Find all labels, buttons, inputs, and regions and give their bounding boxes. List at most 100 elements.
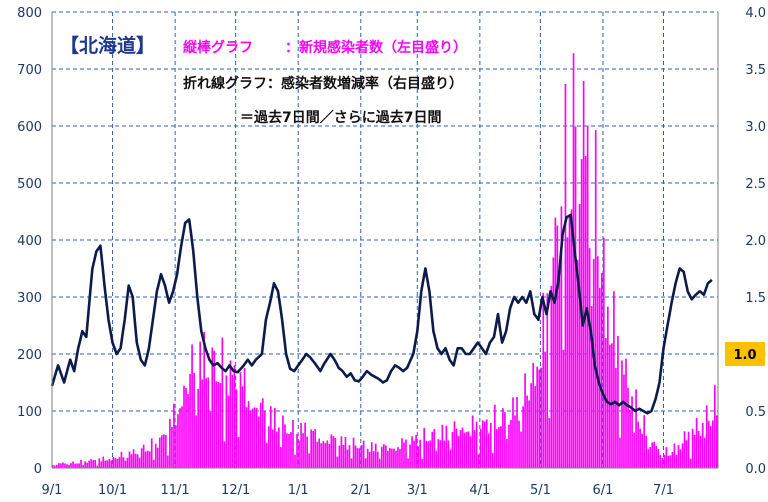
bar-day xyxy=(199,341,201,468)
bar-day xyxy=(90,459,93,468)
bar-day xyxy=(633,432,635,468)
bar-day xyxy=(72,461,74,468)
bar-day xyxy=(516,396,518,468)
bar-day xyxy=(655,445,658,468)
bar-day xyxy=(52,464,54,468)
bar-day xyxy=(604,338,607,468)
bar-day xyxy=(572,53,575,469)
bar-day xyxy=(251,408,254,468)
bar-day xyxy=(306,436,308,468)
bar-day xyxy=(304,422,306,468)
bar-day xyxy=(364,458,367,468)
bar-day xyxy=(294,454,296,468)
reference-badge-label: 1.0 xyxy=(733,348,756,363)
bar-day xyxy=(231,374,234,468)
bar-day xyxy=(207,377,210,468)
bar-day xyxy=(104,460,107,468)
left-axis-tick-label: 400 xyxy=(17,234,42,249)
bar-day xyxy=(203,331,206,468)
right-axis-tick-label: 3.0 xyxy=(745,120,766,135)
left-axis-tick-label: 0 xyxy=(34,462,42,477)
bar-day xyxy=(506,438,508,468)
bar-day xyxy=(211,347,214,468)
bar-day xyxy=(621,360,623,468)
bar-day xyxy=(538,369,541,468)
bar-day xyxy=(80,459,82,468)
bar-day xyxy=(487,433,490,468)
bar-day xyxy=(582,81,585,468)
bar-day xyxy=(473,430,476,468)
bar-day xyxy=(536,366,539,468)
bar-day xyxy=(100,461,103,468)
bar-day xyxy=(269,406,272,468)
bar-day xyxy=(171,426,173,468)
bar-day xyxy=(175,425,177,468)
bar-day xyxy=(183,385,185,468)
bar-day xyxy=(695,418,698,468)
x-axis-tick-label: 11/1 xyxy=(161,483,190,498)
bar-day xyxy=(385,445,387,468)
bar-day xyxy=(512,397,514,468)
bar-day xyxy=(368,451,371,468)
bar-day xyxy=(324,442,327,468)
bar-day xyxy=(271,429,274,468)
bar-day xyxy=(659,455,662,468)
right-axis-tick-label: 1.5 xyxy=(745,291,766,306)
bar-day xyxy=(697,430,700,468)
bar-day xyxy=(197,388,199,468)
x-axis-tick-label: 7/1 xyxy=(653,483,674,498)
bar-day xyxy=(528,400,530,468)
bar-day xyxy=(677,445,680,468)
bar-day xyxy=(263,411,266,468)
bar-day xyxy=(88,460,90,468)
bar-day xyxy=(356,448,359,468)
bar-day xyxy=(617,335,619,468)
bar-day xyxy=(667,455,670,468)
bar-day xyxy=(284,424,286,468)
bar-day xyxy=(625,358,627,468)
bar-day xyxy=(370,442,373,468)
bar-day xyxy=(217,381,220,468)
bar-day xyxy=(425,440,428,468)
bar-day xyxy=(253,407,256,468)
bar-day xyxy=(491,452,494,468)
bar-day xyxy=(213,350,216,468)
x-axis-tick-label: 10/1 xyxy=(98,483,127,498)
x-axis-tick-label: 4/1 xyxy=(469,483,490,498)
bar-day xyxy=(82,465,84,468)
bar-day xyxy=(70,463,72,468)
bar-day xyxy=(657,449,660,468)
bar-day xyxy=(259,402,262,468)
bar-day xyxy=(413,440,415,468)
bar-day xyxy=(602,237,605,468)
bar-day xyxy=(215,381,218,468)
bar-day xyxy=(540,367,543,468)
bar-day xyxy=(94,460,97,468)
bar-day xyxy=(290,432,292,468)
bar-day xyxy=(312,430,315,468)
bar-day xyxy=(607,306,609,468)
bar-day xyxy=(479,428,482,468)
bar-day xyxy=(158,437,161,468)
bar-day xyxy=(407,458,409,468)
bar-day xyxy=(671,452,674,468)
bar-day xyxy=(241,386,244,468)
bar-day xyxy=(649,446,652,468)
bar-day xyxy=(578,204,581,468)
bar-day xyxy=(675,454,678,468)
bar-day xyxy=(502,408,504,468)
bar-day xyxy=(711,420,714,468)
bar-day xyxy=(709,425,712,468)
bar-day xyxy=(431,431,434,468)
bar-day xyxy=(221,337,224,468)
bar-day xyxy=(249,411,252,468)
bar-day xyxy=(245,407,248,468)
bar-day xyxy=(673,443,676,468)
bar-day xyxy=(421,458,423,468)
bar-day xyxy=(86,462,88,468)
line-series-change-rate xyxy=(50,213,713,415)
bar-day xyxy=(156,447,159,468)
bar-day xyxy=(453,421,456,468)
bar-day xyxy=(148,451,151,468)
bar-day xyxy=(423,428,426,468)
